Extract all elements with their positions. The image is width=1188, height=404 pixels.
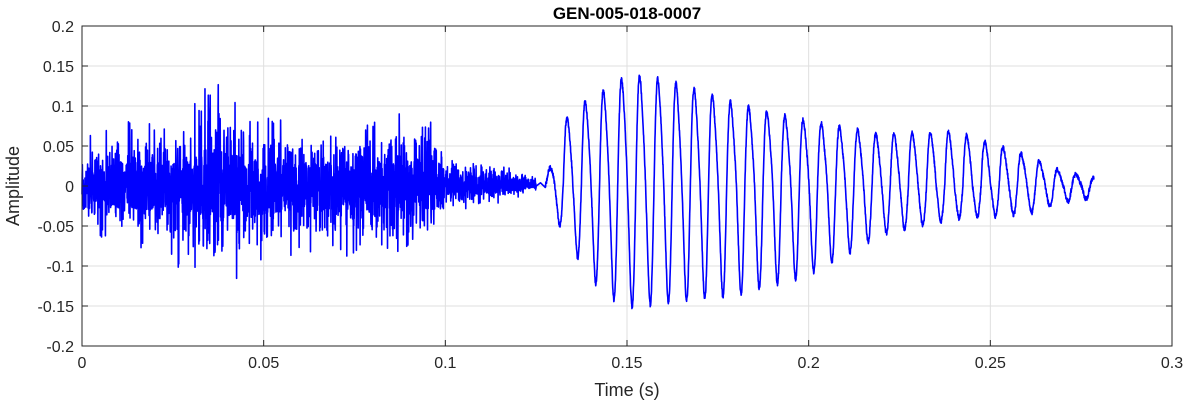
x-tick-label: 0.25 <box>975 355 1006 372</box>
y-tick-label: -0.15 <box>38 299 75 316</box>
y-tick-label: 0.2 <box>52 19 74 36</box>
axis-ticks: 0 0.05 0.1 0.15 0.2 0.25 0.30.20.150.10.050-0.… <box>38 19 1184 372</box>
y-tick-label: 0 <box>65 179 74 196</box>
y-tick-label: -0.1 <box>46 259 74 276</box>
y-axis-label: Amplitude <box>3 146 23 226</box>
y-tick-label: 0.15 <box>43 59 74 76</box>
chart-title: GEN-005-018-0007 <box>553 4 701 23</box>
y-tick-label: 0.05 <box>43 139 74 156</box>
signal-line <box>81 74 1095 310</box>
x-tick-label: 0 <box>78 355 87 372</box>
y-tick-label: -0.05 <box>38 219 75 236</box>
y-tick-label: -0.2 <box>46 339 74 356</box>
x-tick-label: 0.3 <box>1161 355 1183 372</box>
x-tick-label: 0.1 <box>434 355 456 372</box>
plot-area <box>81 74 1095 310</box>
x-axis-label: Time (s) <box>594 380 659 400</box>
x-tick-label: 0.15 <box>611 355 642 372</box>
x-tick-label: 0.05 <box>248 355 279 372</box>
x-tick-label: 0.2 <box>798 355 820 372</box>
y-tick-label: 0.1 <box>52 99 74 116</box>
